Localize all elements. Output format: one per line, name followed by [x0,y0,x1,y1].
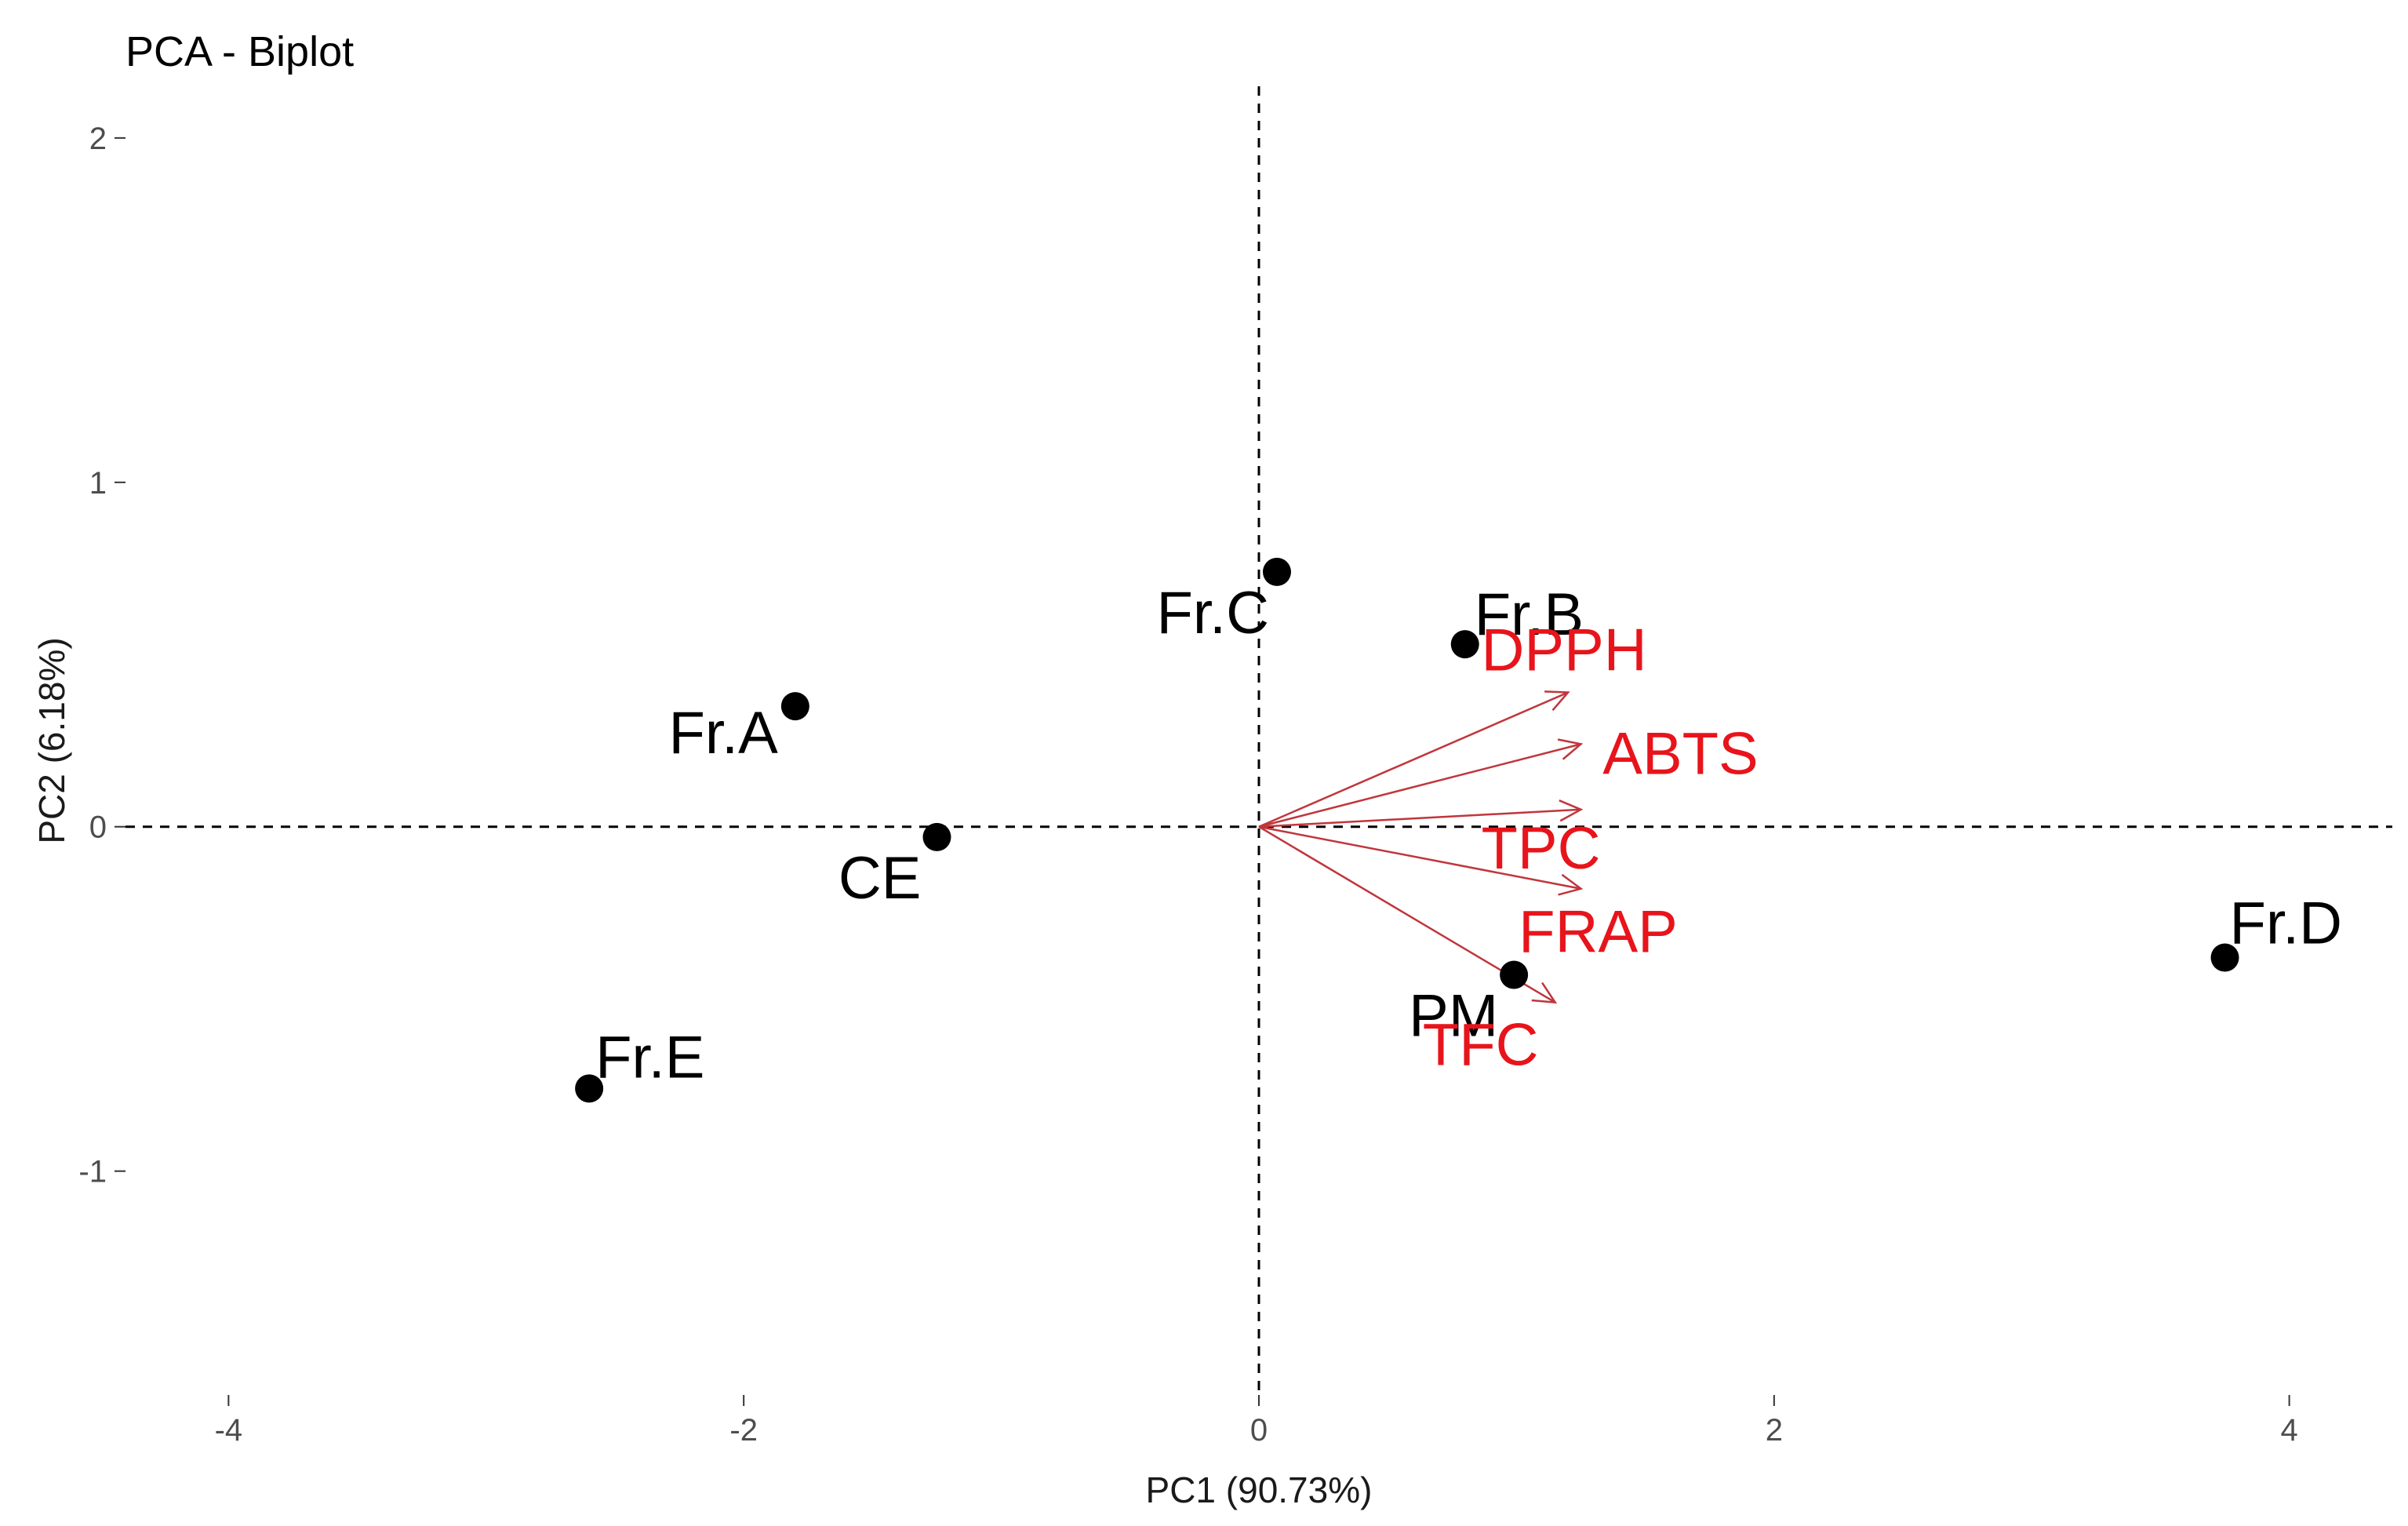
variable-label: TPC [1482,815,1601,882]
variable-label: FRAP [1519,899,1678,966]
loading-arrow [1258,825,1581,890]
loading-arrow [1258,743,1581,828]
observation-point [575,1074,604,1103]
chart-title: PCA - Biplot [125,28,354,75]
variable-label: TFC [1423,1012,1539,1079]
observation-label: Fr.D [2230,890,2343,957]
x-tick-label: 0 [1250,1413,1268,1448]
x-tick-label: 4 [2281,1413,2298,1448]
plot-area: -4 -2 0 2 4 -1 0 1 2 Fr.A Fr.B Fr.C Fr.D Fr.E CE PM DPPH… [78,86,2392,1448]
observation-point [922,822,951,851]
variable-label: DPPH [1482,617,1647,684]
x-axis-title: PC1 (90.73%) [1146,1470,1373,1510]
y-tick-label: -1 [78,1155,107,1189]
observation-label: PM [1409,982,1498,1049]
loading-arrow-head [1559,799,1584,822]
x-tick-label: -4 [215,1413,243,1448]
x-tick-label: -2 [729,1413,758,1448]
y-axis-title: PC2 (6.18%) [31,637,72,843]
observation-label: CE [838,845,922,912]
observation-point [1262,557,1291,586]
y-tick-label: 0 [89,810,107,845]
observation-label: Fr.B [1475,581,1584,648]
observation-label: Fr.C [1156,580,1269,646]
observation-label: Fr.A [669,700,779,767]
variable-label: ABTS [1602,720,1759,787]
observation-point [1450,630,1479,659]
y-tick-label: 1 [89,466,107,501]
y-tick-label: 2 [89,122,107,156]
loading-arrow [1258,808,1581,828]
observation-label: Fr.E [595,1024,704,1091]
loading-arrow [1258,691,1569,828]
observation-point [780,692,809,721]
observation-point [2210,943,2239,972]
loading-arrow-head [1557,738,1584,760]
loading-arrow-head [1544,690,1570,712]
loading-arrow-head [1531,982,1558,1004]
loading-arrow-head [1558,873,1584,896]
x-tick-label: 2 [1766,1413,1783,1448]
observation-point [1500,960,1529,989]
